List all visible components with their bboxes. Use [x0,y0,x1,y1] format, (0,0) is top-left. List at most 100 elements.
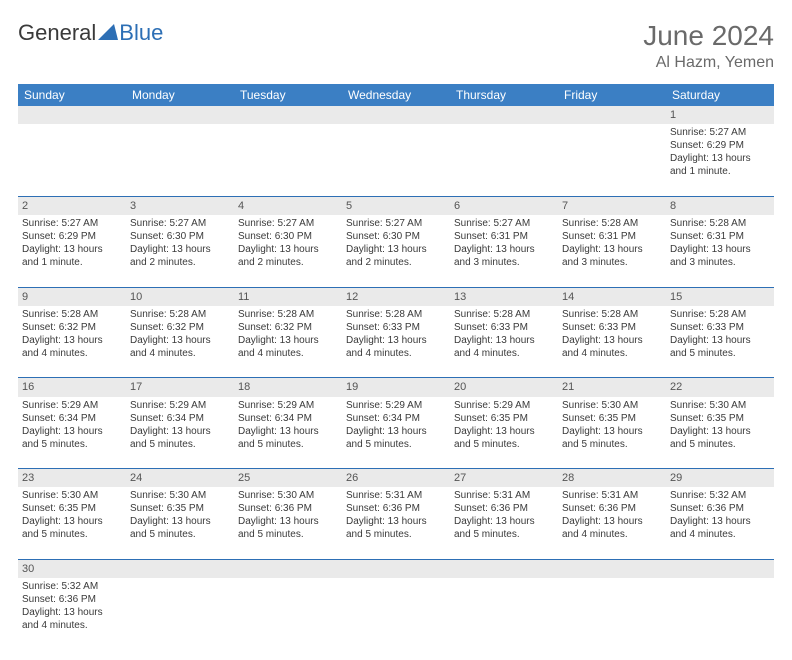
day-cell [666,578,774,650]
day-number: 26 [342,469,450,488]
day-info-line: Sunset: 6:36 PM [238,502,338,515]
day-info-line: Daylight: 13 hours and 4 minutes. [562,334,662,360]
daynum-row: 30 [18,559,774,578]
day-number: 10 [126,287,234,306]
day-number [18,106,126,124]
daynum-row: 9101112131415 [18,287,774,306]
day-number: 6 [450,196,558,215]
day-info-line: Daylight: 13 hours and 4 minutes. [562,515,662,541]
day-info-line: Sunset: 6:33 PM [562,321,662,334]
day-info-line: Sunrise: 5:30 AM [238,489,338,502]
day-info-line: Sunrise: 5:31 AM [346,489,446,502]
day-number [126,106,234,124]
day-info-line: Sunset: 6:34 PM [130,412,230,425]
day-cell [342,124,450,196]
day-info-line: Sunrise: 5:27 AM [22,217,122,230]
day-number: 19 [342,378,450,397]
day-info-line: Sunrise: 5:29 AM [454,399,554,412]
day-number: 29 [666,469,774,488]
day-cell: Sunrise: 5:28 AMSunset: 6:32 PMDaylight:… [234,306,342,378]
day-cell: Sunrise: 5:27 AMSunset: 6:31 PMDaylight:… [450,215,558,287]
logo-triangle-icon [98,20,118,46]
day-info-line: Sunrise: 5:28 AM [562,217,662,230]
day-info-line: Sunset: 6:29 PM [22,230,122,243]
day-number: 14 [558,287,666,306]
day-info-line: Sunset: 6:36 PM [346,502,446,515]
daynum-row: 2345678 [18,196,774,215]
day-info-line: Daylight: 13 hours and 2 minutes. [346,243,446,269]
day-info-line: Sunrise: 5:27 AM [238,217,338,230]
day-info-line: Sunrise: 5:30 AM [22,489,122,502]
day-number [234,559,342,578]
day-info-line: Daylight: 13 hours and 4 minutes. [238,334,338,360]
day-info-line: Sunrise: 5:30 AM [562,399,662,412]
day-cell: Sunrise: 5:29 AMSunset: 6:34 PMDaylight:… [342,397,450,469]
day-number: 23 [18,469,126,488]
daynum-row: 23242526272829 [18,469,774,488]
day-info-line: Daylight: 13 hours and 4 minutes. [346,334,446,360]
day-info-line: Daylight: 13 hours and 5 minutes. [562,425,662,451]
day-info-line: Sunset: 6:32 PM [22,321,122,334]
day-info-line: Sunrise: 5:27 AM [130,217,230,230]
day-info-line: Daylight: 13 hours and 4 minutes. [670,515,770,541]
day-number: 21 [558,378,666,397]
day-cell [558,578,666,650]
daynum-row: 16171819202122 [18,378,774,397]
day-info-line: Sunrise: 5:28 AM [454,308,554,321]
day-info-line: Sunset: 6:36 PM [670,502,770,515]
daynum-row: 1 [18,106,774,124]
day-number [342,559,450,578]
day-number: 18 [234,378,342,397]
day-info-line: Daylight: 13 hours and 5 minutes. [238,515,338,541]
day-cell [18,124,126,196]
day-number: 20 [450,378,558,397]
day-number: 7 [558,196,666,215]
day-info-line: Sunset: 6:29 PM [670,139,770,152]
day-info-line: Sunset: 6:34 PM [22,412,122,425]
logo-text-blue: Blue [119,20,163,46]
location: Al Hazm, Yemen [643,54,774,72]
day-cell: Sunrise: 5:30 AMSunset: 6:35 PMDaylight:… [126,487,234,559]
day-info-line: Sunset: 6:36 PM [454,502,554,515]
day-cell: Sunrise: 5:28 AMSunset: 6:33 PMDaylight:… [342,306,450,378]
day-cell: Sunrise: 5:32 AMSunset: 6:36 PMDaylight:… [666,487,774,559]
logo: General Blue [18,20,163,46]
day-info-line: Daylight: 13 hours and 3 minutes. [562,243,662,269]
day-info-line: Sunrise: 5:28 AM [346,308,446,321]
day-number: 1 [666,106,774,124]
day-info-line: Daylight: 13 hours and 5 minutes. [454,425,554,451]
day-info-line: Sunrise: 5:29 AM [238,399,338,412]
day-number: 15 [666,287,774,306]
weekday-saturday: Saturday [666,84,774,106]
day-cell: Sunrise: 5:27 AMSunset: 6:29 PMDaylight:… [666,124,774,196]
day-info-line: Sunrise: 5:28 AM [562,308,662,321]
day-number [342,106,450,124]
day-content-row: Sunrise: 5:27 AMSunset: 6:29 PMDaylight:… [18,124,774,196]
day-number: 3 [126,196,234,215]
logo-text-general: General [18,20,96,46]
day-info-line: Sunrise: 5:29 AM [346,399,446,412]
day-number: 17 [126,378,234,397]
day-info-line: Daylight: 13 hours and 5 minutes. [22,515,122,541]
day-info-line: Daylight: 13 hours and 4 minutes. [454,334,554,360]
day-number: 12 [342,287,450,306]
title-block: June 2024 Al Hazm, Yemen [643,20,774,72]
day-info-line: Sunrise: 5:32 AM [670,489,770,502]
day-info-line: Sunrise: 5:28 AM [22,308,122,321]
day-number: 5 [342,196,450,215]
day-info-line: Daylight: 13 hours and 5 minutes. [346,515,446,541]
day-cell: Sunrise: 5:31 AMSunset: 6:36 PMDaylight:… [558,487,666,559]
day-info-line: Daylight: 13 hours and 1 minute. [670,152,770,178]
day-info-line: Sunset: 6:31 PM [562,230,662,243]
day-info-line: Daylight: 13 hours and 3 minutes. [454,243,554,269]
weekday-monday: Monday [126,84,234,106]
day-cell: Sunrise: 5:27 AMSunset: 6:30 PMDaylight:… [234,215,342,287]
day-number [234,106,342,124]
day-cell: Sunrise: 5:28 AMSunset: 6:33 PMDaylight:… [558,306,666,378]
day-cell [450,124,558,196]
day-info-line: Daylight: 13 hours and 2 minutes. [238,243,338,269]
day-number: 30 [18,559,126,578]
day-info-line: Daylight: 13 hours and 5 minutes. [670,425,770,451]
day-cell [234,578,342,650]
day-cell: Sunrise: 5:29 AMSunset: 6:34 PMDaylight:… [18,397,126,469]
